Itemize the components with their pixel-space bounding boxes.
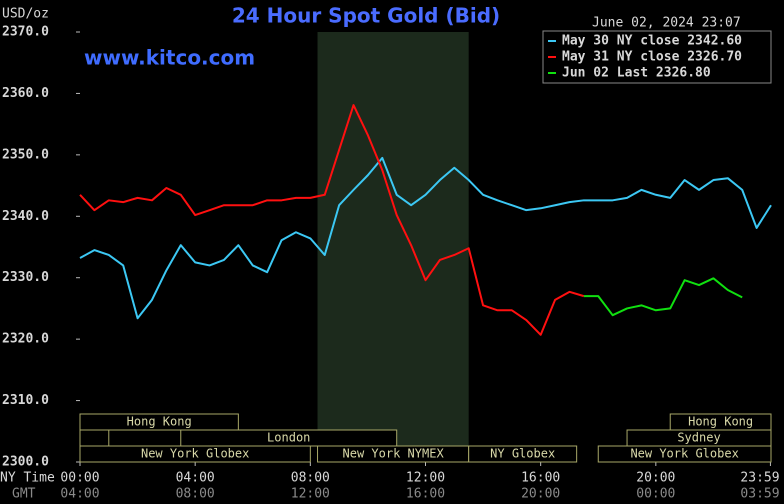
- session-label: New York Globex: [141, 447, 249, 461]
- price-line: [583, 277, 743, 317]
- shaded-region: [317, 32, 469, 462]
- watermark: www.kitco.com: [84, 46, 255, 70]
- x2-tick-label: 00:00: [636, 487, 675, 502]
- y-axis-unit: USD/oz: [2, 7, 49, 22]
- x-tick-label: 12:00: [406, 471, 445, 486]
- x-tick-label: 08:00: [291, 471, 330, 486]
- timestamp: June 02, 2024 23:07: [592, 16, 741, 31]
- price-line: [79, 104, 585, 336]
- session-label: London: [267, 431, 310, 445]
- x2-tick-label: 04:00: [60, 487, 99, 502]
- session-label: New York NYMEX: [343, 447, 445, 461]
- session-box: [468, 445, 578, 463]
- price-line: [79, 156, 772, 320]
- session-label: Sydney: [677, 431, 720, 445]
- x2-tick-label: 03:59: [740, 487, 779, 502]
- legend-entry: May 31 NY close 2326.70: [562, 50, 742, 65]
- session-box: [79, 429, 110, 447]
- session-label: New York Globex: [630, 447, 738, 461]
- x-tick-label: 04:00: [176, 471, 215, 486]
- chart-title: 24 Hour Spot Gold (Bid): [232, 4, 500, 28]
- legend-box: [542, 30, 772, 84]
- y-tick-label: 2360.0: [2, 86, 49, 101]
- y-tick-label: 2330.0: [2, 270, 49, 285]
- session-label: Hong Kong: [688, 415, 753, 429]
- session-box: [597, 445, 772, 463]
- session-label: NY Globex: [490, 447, 555, 461]
- x2-tick-label: 16:00: [406, 487, 445, 502]
- x-tick-label: 00:00: [60, 471, 99, 486]
- legend-entry: May 30 NY close 2342.60: [562, 34, 742, 49]
- x2-tick-label: 12:00: [291, 487, 330, 502]
- y-tick-label: 2370.0: [2, 25, 49, 40]
- x-row-label: NY Time: [0, 471, 55, 486]
- x2-tick-label: 20:00: [521, 487, 560, 502]
- x-tick-label: 20:00: [636, 471, 675, 486]
- x-row-label: GMT: [12, 487, 36, 502]
- y-tick-label: 2310.0: [2, 393, 49, 408]
- plot: 2300.0 2310.0 2320.0 2330.0 2340.0 2350.0 2360…: [2, 25, 780, 502]
- y-tick-label: 2350.0: [2, 147, 49, 162]
- x-tick-label: 23:59: [740, 471, 779, 486]
- session-box: [79, 445, 311, 463]
- y-tick-label: 2320.0: [2, 332, 49, 347]
- x-tick-label: 16:00: [521, 471, 560, 486]
- legend-entry: Jun 02 Last 2326.80: [562, 66, 711, 81]
- y-tick-label: 2340.0: [2, 209, 49, 224]
- session-box: [79, 413, 239, 431]
- y-tick-label: 2300.0: [2, 455, 49, 470]
- session-label: Hong Kong: [127, 415, 192, 429]
- x2-tick-label: 08:00: [176, 487, 215, 502]
